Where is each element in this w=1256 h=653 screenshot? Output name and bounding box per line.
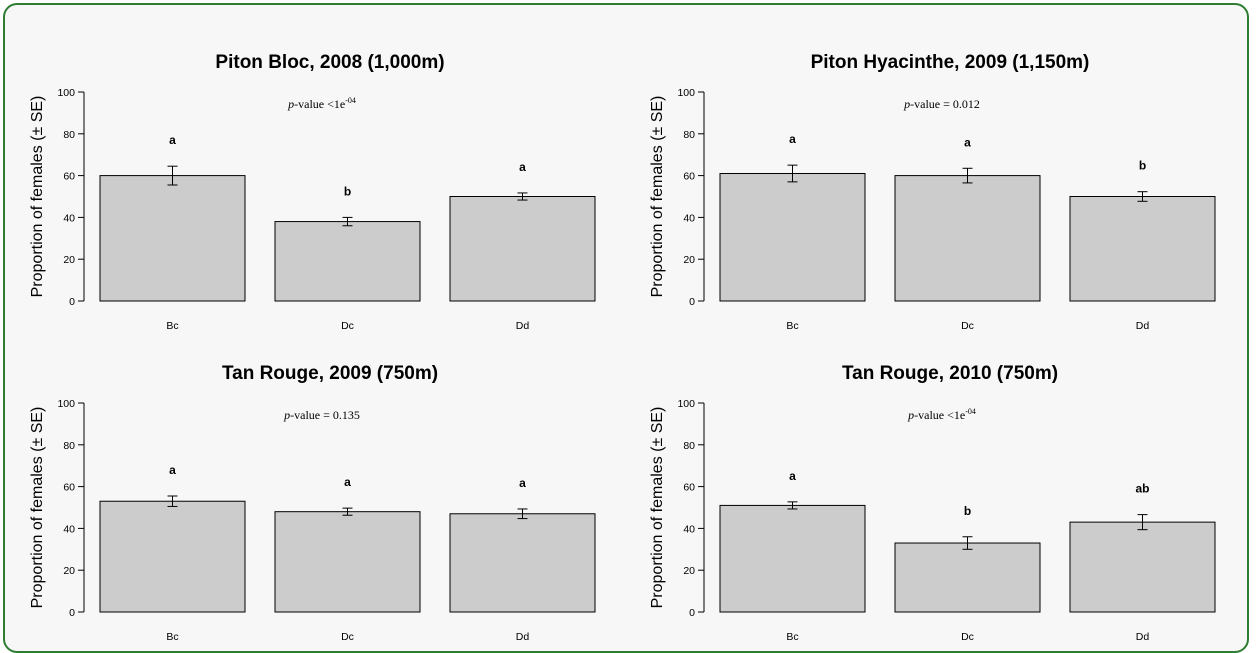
significance-letter: a bbox=[789, 469, 796, 483]
p-value-letter: p bbox=[283, 408, 290, 422]
p-value-exponent: -04 bbox=[965, 407, 976, 416]
y-tick-label: 100 bbox=[57, 87, 75, 99]
x-tick-label: Bc bbox=[166, 320, 178, 332]
y-tick-label: 40 bbox=[63, 523, 75, 535]
bar bbox=[719, 504, 866, 613]
y-tick-label: 60 bbox=[683, 171, 695, 183]
chart-panel-2: Piton Hyacinthe, 2009 (1,150m) Proportion… bbox=[640, 42, 1240, 342]
y-tick-label: 100 bbox=[677, 87, 695, 99]
x-tick-label: Bc bbox=[786, 631, 798, 643]
chart-title: Piton Hyacinthe, 2009 (1,150m) bbox=[811, 52, 1090, 73]
p-value-annotation: p-value <1e-04 bbox=[907, 407, 976, 422]
bar bbox=[719, 173, 866, 302]
p-value-letter: p bbox=[907, 408, 914, 422]
y-tick-label: 0 bbox=[689, 296, 695, 308]
y-tick-label: 20 bbox=[63, 254, 75, 266]
x-tick-label: Dc bbox=[341, 320, 354, 332]
y-tick-label: 60 bbox=[683, 482, 695, 494]
bar bbox=[1069, 196, 1216, 302]
bar bbox=[449, 196, 596, 302]
y-tick-label: 80 bbox=[63, 129, 75, 141]
x-tick-label: Bc bbox=[166, 631, 178, 643]
y-axis-label: Proportion of females (± SE) bbox=[649, 96, 666, 298]
y-tick-label: 80 bbox=[683, 129, 695, 141]
significance-letter: a bbox=[344, 475, 351, 489]
y-tick-label: 40 bbox=[683, 523, 695, 535]
significance-letter: a bbox=[789, 132, 796, 146]
y-tick-label: 80 bbox=[683, 440, 695, 452]
bar bbox=[274, 511, 421, 613]
chart-svg-4: Tan Rouge, 2010 (750m) Proportion of fema… bbox=[649, 363, 1216, 643]
bar bbox=[99, 175, 246, 302]
p-value-letter: p bbox=[287, 97, 294, 111]
chart-panel-4: Tan Rouge, 2010 (750m) Proportion of fema… bbox=[640, 353, 1240, 653]
p-value-letter: p bbox=[903, 97, 910, 111]
y-tick-label: 60 bbox=[63, 171, 75, 183]
chart-svg-1: Piton Bloc, 2008 (1,000m) Proportion of f… bbox=[29, 52, 596, 332]
p-value-annotation: p-value = 0.012 bbox=[903, 97, 980, 111]
y-axis-label: Proportion of females (± SE) bbox=[649, 407, 666, 609]
p-value-text: -value <1e bbox=[294, 97, 345, 111]
x-tick-label: Dd bbox=[1136, 320, 1150, 332]
chart-panel-1: Piton Bloc, 2008 (1,000m) Proportion of f… bbox=[20, 42, 620, 342]
chart-svg-2: Piton Hyacinthe, 2009 (1,150m) Proportion… bbox=[649, 52, 1216, 332]
p-value-text: -value <1e bbox=[914, 408, 965, 422]
x-tick-label: Dd bbox=[516, 320, 530, 332]
x-tick-label: Dd bbox=[516, 631, 530, 643]
significance-letter: a bbox=[519, 476, 526, 490]
y-tick-label: 100 bbox=[57, 398, 75, 410]
y-tick-label: 20 bbox=[683, 254, 695, 266]
significance-letter: b bbox=[964, 504, 971, 518]
bar bbox=[894, 175, 1041, 302]
significance-letter: ab bbox=[1135, 482, 1149, 496]
significance-letter: a bbox=[169, 463, 176, 477]
p-value-text: -value = 0.012 bbox=[910, 97, 980, 111]
y-tick-label: 0 bbox=[689, 607, 695, 619]
x-tick-label: Dc bbox=[341, 631, 354, 643]
y-tick-label: 40 bbox=[683, 212, 695, 224]
x-tick-label: Dc bbox=[961, 320, 974, 332]
bar bbox=[99, 500, 246, 613]
p-value-text: -value = 0.135 bbox=[290, 408, 360, 422]
y-tick-label: 0 bbox=[69, 296, 75, 308]
bar bbox=[1069, 521, 1216, 613]
chart-title: Tan Rouge, 2009 (750m) bbox=[222, 363, 438, 384]
chart-svg-3: Tan Rouge, 2009 (750m) Proportion of fema… bbox=[29, 363, 596, 643]
x-tick-label: Dd bbox=[1136, 631, 1150, 643]
y-tick-label: 60 bbox=[63, 482, 75, 494]
y-tick-label: 20 bbox=[63, 565, 75, 577]
bar bbox=[274, 221, 421, 302]
y-tick-label: 80 bbox=[63, 440, 75, 452]
y-tick-label: 0 bbox=[69, 607, 75, 619]
significance-letter: a bbox=[169, 133, 176, 147]
chart-title: Tan Rouge, 2010 (750m) bbox=[842, 363, 1058, 384]
x-tick-label: Dc bbox=[961, 631, 974, 643]
bar bbox=[449, 513, 596, 613]
chart-title: Piton Bloc, 2008 (1,000m) bbox=[215, 52, 444, 73]
significance-letter: a bbox=[964, 135, 971, 149]
chart-panel-3: Tan Rouge, 2009 (750m) Proportion of fema… bbox=[20, 353, 620, 653]
p-value-annotation: p-value <1e-04 bbox=[287, 96, 356, 111]
significance-letter: b bbox=[344, 184, 351, 198]
y-axis-label: Proportion of females (± SE) bbox=[29, 407, 46, 609]
y-tick-label: 20 bbox=[683, 565, 695, 577]
y-tick-label: 100 bbox=[677, 398, 695, 410]
significance-letter: b bbox=[1139, 159, 1146, 173]
bar bbox=[894, 542, 1041, 613]
x-tick-label: Bc bbox=[786, 320, 798, 332]
significance-letter: a bbox=[519, 160, 526, 174]
p-value-exponent: -04 bbox=[345, 96, 356, 105]
y-axis-label: Proportion of females (± SE) bbox=[29, 96, 46, 298]
y-tick-label: 40 bbox=[63, 212, 75, 224]
p-value-annotation: p-value = 0.135 bbox=[283, 408, 360, 422]
